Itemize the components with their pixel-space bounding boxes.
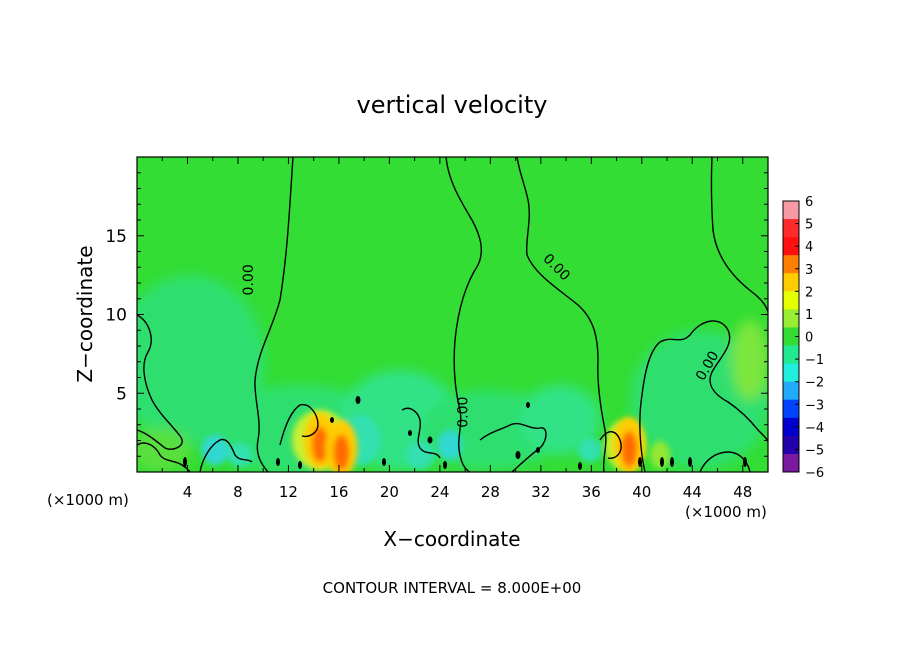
x-tick-label-28: 28 — [481, 483, 500, 501]
contour-line-2 — [445, 157, 482, 472]
colorbar-segment-6 — [783, 309, 799, 328]
x-tick-label-12: 12 — [279, 483, 298, 501]
colorbar-label-5: 5 — [805, 218, 813, 233]
colorbar-segment-3 — [783, 255, 799, 274]
colorbar-label-1: 1 — [805, 308, 813, 323]
colorbar-label--6: −6 — [805, 466, 824, 481]
contour-detail-b — [199, 438, 253, 472]
x-tick-label-48: 48 — [733, 483, 752, 501]
colorbar-label-4: 4 — [805, 240, 813, 255]
colorbar-segment-10 — [783, 381, 799, 401]
colorbar-segment-7 — [783, 327, 799, 347]
contour-label-0: 0.00 — [241, 264, 257, 295]
contour-line-3 — [516, 157, 607, 472]
heatmap-field — [137, 157, 768, 472]
chart-title: vertical velocity — [357, 91, 548, 119]
x-unit-left: (×1000 m) — [47, 491, 129, 509]
x-unit-right: (×1000 m) — [685, 503, 767, 521]
colorbar-segment-13 — [783, 435, 799, 455]
x-tick-label-16: 16 — [329, 483, 348, 501]
x-tick-label-20: 20 — [380, 483, 399, 501]
colorbar-segment-5 — [783, 291, 799, 310]
colorbar-label--2: −2 — [805, 376, 824, 391]
x-axis: 4 8 12 16 20 24 28 32 36 40 44 48 — [161, 157, 752, 501]
contour-line-4 — [710, 157, 768, 313]
colorbar-label-2: 2 — [805, 285, 813, 300]
updraft-cores — [303, 412, 646, 472]
colorbar-segment-0 — [783, 201, 799, 220]
contour-detail-a — [137, 442, 191, 472]
colorbar-segment-2 — [783, 237, 799, 256]
y-axis: 5 10 15 — [105, 172, 768, 457]
colorbar-label-6: 6 — [805, 195, 813, 210]
x-tick-label-36: 36 — [582, 483, 601, 501]
contour-label-2: 0.00 — [456, 397, 472, 428]
contour-interval-note: CONTOUR INTERVAL = 8.000E+00 — [323, 579, 582, 597]
x-tick-label-4: 4 — [183, 483, 193, 501]
contour-line-6 — [639, 320, 768, 472]
x-tick-label-40: 40 — [632, 483, 651, 501]
x-axis-label: X−coordinate — [383, 527, 520, 551]
contour-detail-f — [599, 431, 622, 459]
colorbar-segment-11 — [783, 399, 799, 419]
colorbar-label--3: −3 — [805, 398, 824, 413]
x-tick-label-44: 44 — [683, 483, 702, 501]
x-tick-label-32: 32 — [531, 483, 550, 501]
updraft-core-inner-2 — [621, 431, 638, 468]
colorbar-label--5: −5 — [805, 443, 824, 458]
colorbar-segment-9 — [783, 363, 799, 383]
x-tick-label-8: 8 — [233, 483, 243, 501]
contour-blobs — [183, 396, 747, 470]
colorbar-label--4: −4 — [805, 421, 824, 436]
contour-lines — [137, 157, 768, 472]
colorbar-segment-14 — [783, 453, 799, 473]
updraft-core-inner-0 — [311, 426, 328, 463]
x-tick-label-24: 24 — [430, 483, 449, 501]
updraft-core-inner-1 — [333, 434, 350, 471]
y-tick-label-10: 10 — [105, 306, 127, 326]
colorbar-segment-8 — [783, 345, 799, 365]
contour-detail-d — [401, 407, 441, 459]
colorbar-segment-4 — [783, 273, 799, 292]
contour-line-1 — [254, 157, 294, 472]
colorbar-label--1: −1 — [805, 353, 824, 368]
colorbar-segment-1 — [783, 219, 799, 238]
contour-line-5 — [137, 314, 183, 450]
contour-detail-c — [279, 403, 319, 446]
y-axis-label: Z−coordinate — [73, 245, 97, 382]
colorbar-label-0: 0 — [805, 331, 813, 346]
contour-detail-e — [479, 422, 547, 472]
colorbar-segment-12 — [783, 417, 799, 437]
colorbar: 6 5 4 3 2 1 0 −1 −2 −3 −4 −5 −6 — [782, 195, 824, 481]
colorbar-label-3: 3 — [805, 263, 813, 278]
y-tick-label-15: 15 — [105, 227, 127, 247]
field-shading — [137, 275, 768, 472]
y-tick-label-5: 5 — [116, 384, 127, 404]
